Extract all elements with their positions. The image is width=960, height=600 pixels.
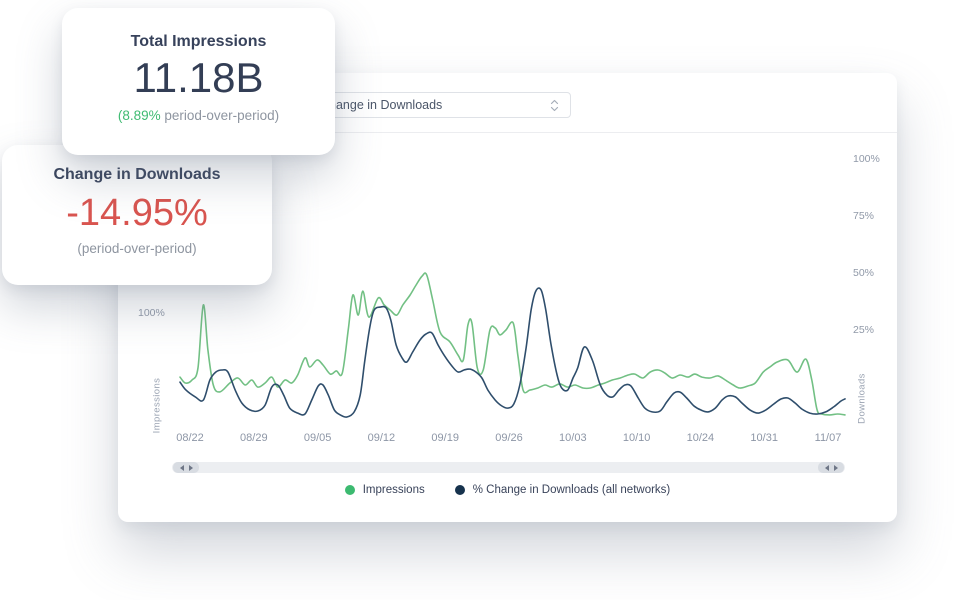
kpi-value: -14.95% [66,192,208,234]
right-axis-tick: 25% [853,324,875,336]
x-axis-tick: 10/24 [686,432,715,444]
x-axis-tick: 08/29 [240,432,268,444]
x-axis-tick: 08/22 [176,432,204,444]
kpi-delta-suffix: period-over-period) [160,108,280,123]
x-axis-tick: 09/05 [303,432,332,444]
legend-item[interactable]: % Change in Downloads (all networks) [454,484,671,496]
series-line [179,272,846,416]
legend-dot-icon [344,485,355,495]
legend-dot-icon [454,485,465,495]
series-line [179,287,846,418]
kpi-card-total-impressions: Total Impressions 11.18B (8.89% period-o… [62,8,335,155]
metric-dropdown[interactable]: Change in Downloads [308,92,571,118]
scroll-right-icon[interactable] [188,464,193,471]
legend-label: Impressions [362,484,425,496]
x-axis-tick: 09/12 [367,432,396,444]
header-divider [118,132,897,133]
right-axis-tick: 75% [853,210,875,222]
kpi-title: Change in Downloads [53,166,221,183]
x-axis-tick: 09/26 [495,432,523,444]
chart-scrollbar[interactable] [172,462,845,473]
x-axis-tick: 10/10 [622,432,651,444]
left-axis-tick: 100% [138,307,165,319]
scroll-right-icon[interactable] [833,464,838,471]
chart-legend: Impressions % Change in Downloads (all ne… [118,484,897,496]
x-axis-tick: 11/07 [814,432,842,444]
right-axis-tick: 100% [853,153,880,165]
kpi-delta: (8.89% [117,108,161,123]
scrollbar-left-controls[interactable] [173,462,199,473]
kpi-card-change-in-downloads: Change in Downloads -14.95% (period-over… [2,145,272,285]
chart-svg [179,272,846,418]
scrollbar-right-controls[interactable] [818,462,844,473]
kpi-subtext: (period-over-period) [77,241,197,256]
scroll-left-icon[interactable] [179,464,184,471]
metric-dropdown-value: Change in Downloads [320,98,443,112]
kpi-subtext: (8.89% period-over-period) [62,108,335,123]
scroll-left-icon[interactable] [824,464,829,471]
kpi-title: Total Impressions [130,33,267,50]
x-axis-tick: 10/03 [559,432,587,444]
right-axis-label: Downloads [856,373,868,424]
right-axis-tick: 50% [853,267,875,279]
legend-item[interactable]: Impressions [344,484,425,496]
kpi-value: 11.18B [133,54,264,101]
x-axis-tick: 09/19 [431,432,459,444]
x-axis-tick: 10/31 [750,432,778,444]
analytics-panel: Change in Downloads 100% Impressions 100… [118,73,897,522]
legend-label: % Change in Downloads (all networks) [472,484,671,496]
chevron-updown-icon [550,99,559,112]
